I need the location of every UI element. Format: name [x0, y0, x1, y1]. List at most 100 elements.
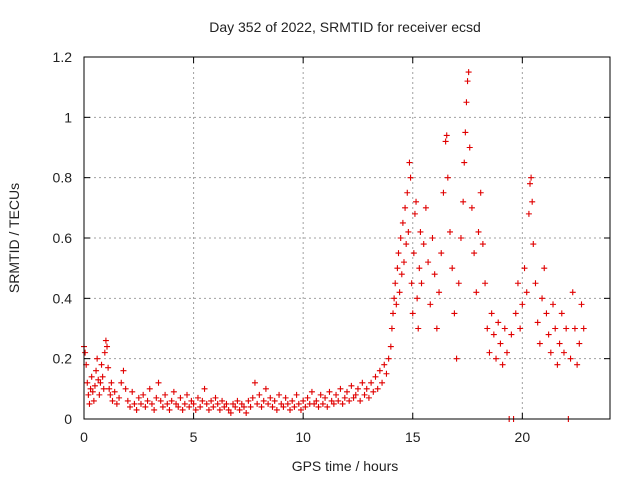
data-point-marker [322, 394, 329, 401]
data-point-marker [300, 397, 307, 404]
data-point-marker [457, 235, 464, 241]
data-point-marker [541, 265, 548, 272]
data-point-marker [291, 403, 298, 410]
data-point-marker [102, 337, 109, 344]
data-point-marker [302, 403, 309, 410]
data-point-marker [86, 400, 93, 407]
data-point-marker [94, 355, 101, 362]
y-tick-label: 0.4 [53, 290, 73, 306]
data-point-marker [443, 132, 450, 139]
data-point-marker [453, 355, 460, 362]
data-point-marker [304, 394, 311, 401]
data-point-marker [100, 385, 107, 392]
data-point-marker [429, 235, 436, 241]
data-point-marker [330, 400, 337, 407]
data-point-marker [413, 198, 420, 205]
data-point-marker [164, 400, 171, 407]
data-point-marker [181, 400, 188, 407]
data-point-marker [101, 349, 108, 356]
data-point-marker [523, 289, 530, 296]
data-point-marker [379, 379, 386, 386]
data-point-marker [501, 325, 508, 332]
data-point-marker [98, 361, 105, 368]
data-point-marker [393, 301, 400, 308]
data-point-marker [473, 289, 480, 296]
y-tick-label: 1.2 [53, 49, 73, 65]
data-point-marker [95, 376, 102, 383]
data-point-marker [404, 189, 411, 196]
data-point-marker [106, 385, 113, 392]
data-point-marker [569, 289, 576, 296]
data-point-marker [578, 301, 585, 308]
data-point-marker [348, 382, 355, 389]
data-point-marker [258, 403, 265, 410]
data-point-marker [414, 295, 421, 302]
data-point-marker [466, 144, 473, 151]
data-point-marker [184, 391, 191, 398]
data-point-marker [278, 400, 285, 407]
data-point-marker [122, 385, 129, 392]
data-point-marker [84, 379, 91, 386]
x-tick-label: 20 [515, 429, 531, 445]
data-point-marker [560, 349, 567, 356]
data-point-marker [293, 391, 300, 398]
data-point-marker [127, 403, 134, 410]
data-point-marker [455, 280, 462, 287]
data-point-marker [528, 174, 535, 181]
data-point-marker [344, 388, 350, 395]
data-point-marker [392, 280, 399, 287]
data-point-marker [444, 174, 451, 181]
data-point-marker [503, 349, 510, 356]
data-point-marker [359, 379, 366, 386]
data-point-marker [90, 397, 97, 404]
data-point-marker [315, 403, 322, 410]
data-point-marker [449, 265, 456, 272]
data-point-marker [368, 379, 375, 386]
x-tick-label: 15 [405, 429, 421, 445]
data-point-marker [350, 394, 357, 401]
data-point-marker [219, 397, 226, 404]
data-point-marker [249, 394, 256, 401]
data-point-marker [282, 394, 289, 401]
data-point-marker [177, 394, 184, 401]
data-point-marker [400, 259, 407, 266]
data-point-marker [442, 138, 449, 145]
data-point-marker [495, 319, 502, 326]
data-point-marker [514, 280, 521, 287]
data-point-marker [243, 409, 250, 416]
data-point-marker [265, 400, 272, 407]
data-point-marker [223, 400, 230, 407]
data-point-marker [482, 280, 489, 287]
data-point-marker [133, 406, 140, 413]
data-point-marker [415, 325, 422, 332]
y-tick-label: 0 [64, 411, 72, 427]
y-tick-label: 0.2 [53, 351, 73, 367]
data-point-marker [317, 391, 324, 398]
data-point-marker [497, 340, 504, 347]
data-point-marker [236, 406, 243, 413]
y-axis-label: SRMTID / TECUs [6, 183, 22, 293]
data-point-marker [475, 228, 482, 235]
data-point-marker [129, 388, 136, 395]
data-point-marker [372, 373, 379, 380]
data-point-marker [536, 340, 543, 347]
data-point-marker [525, 210, 532, 217]
data-point-marker [96, 391, 103, 398]
data-point-marker [388, 325, 395, 332]
data-point-marker [543, 310, 550, 317]
data-point-marker [87, 385, 94, 392]
data-point-marker [361, 391, 368, 398]
data-point-marker [402, 204, 409, 211]
data-point-marker [212, 394, 219, 401]
data-point-marker [418, 280, 425, 287]
data-point-marker [111, 388, 118, 395]
data-point-marker [216, 406, 223, 413]
data-point-marker [105, 364, 112, 371]
data-point-marker [563, 325, 570, 332]
data-point-marker [436, 289, 443, 296]
data-point-marker [519, 301, 526, 308]
data-point-marker [162, 391, 169, 398]
data-point-marker [113, 400, 120, 407]
x-axis-label: GPS time / hours [292, 458, 399, 474]
